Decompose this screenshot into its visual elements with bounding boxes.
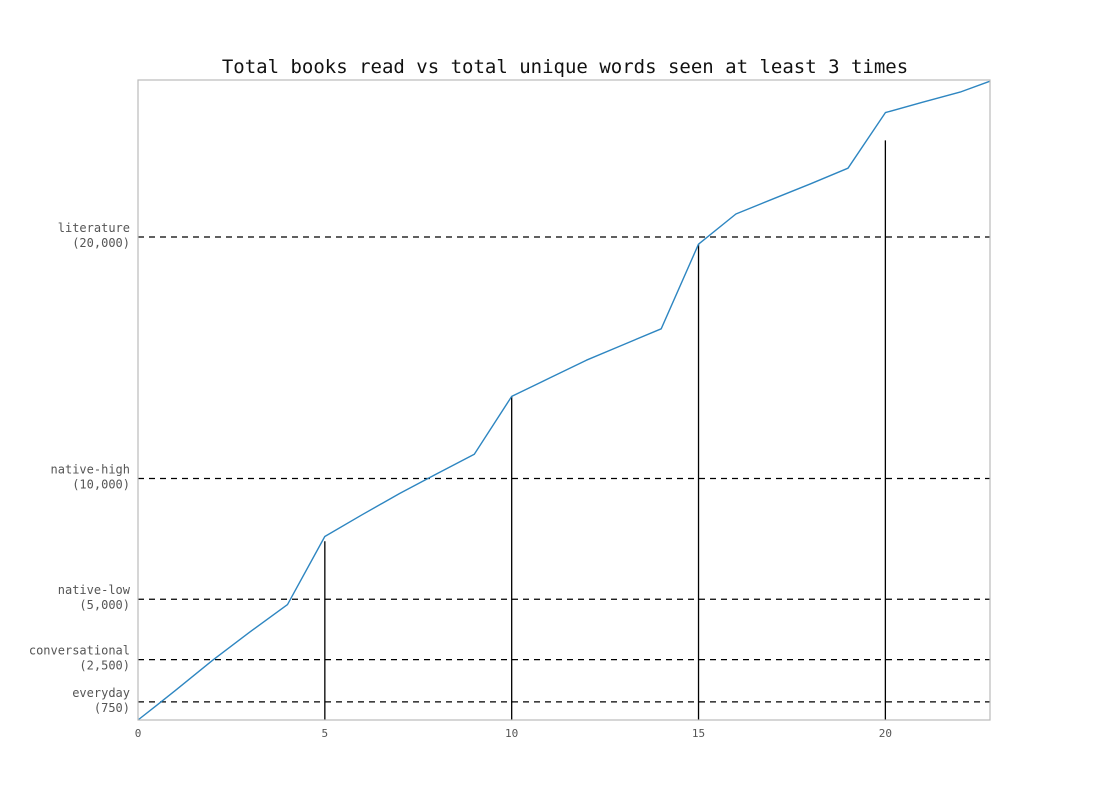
reference-label-literature: literature xyxy=(58,221,130,235)
x-tick-label-15: 15 xyxy=(692,727,705,740)
reference-labels: everyday(750) conversational(2,500) native… xyxy=(29,221,131,715)
reference-label-native-high: native-high xyxy=(51,462,130,476)
reference-value-native-high: (10,000) xyxy=(72,477,130,491)
x-tick-label-20: 20 xyxy=(879,727,892,740)
reference-value-everyday: (750) xyxy=(94,701,130,715)
plot-frame xyxy=(137,79,991,721)
x-tick-label-5: 5 xyxy=(322,727,329,740)
series-group xyxy=(137,80,991,721)
reference-label-conversational: conversational xyxy=(29,644,130,658)
x-axis-ticks: 0 5 10 15 20 xyxy=(135,727,892,740)
reference-value-native-low: (5,000) xyxy=(79,598,130,612)
x-tick-label-0: 0 xyxy=(135,727,142,740)
series-line-0 xyxy=(137,80,991,721)
reference-label-native-low: native-low xyxy=(58,583,131,597)
reference-label-everyday: everyday xyxy=(72,686,130,700)
reference-value-conversational: (2,500) xyxy=(79,659,130,673)
x-tick-label-10: 10 xyxy=(505,727,518,740)
reference-lines xyxy=(138,236,990,703)
marker-lines xyxy=(324,140,887,720)
reference-value-literature: (20,000) xyxy=(72,236,130,250)
chart-title: Total books read vs total unique words s… xyxy=(222,56,908,78)
